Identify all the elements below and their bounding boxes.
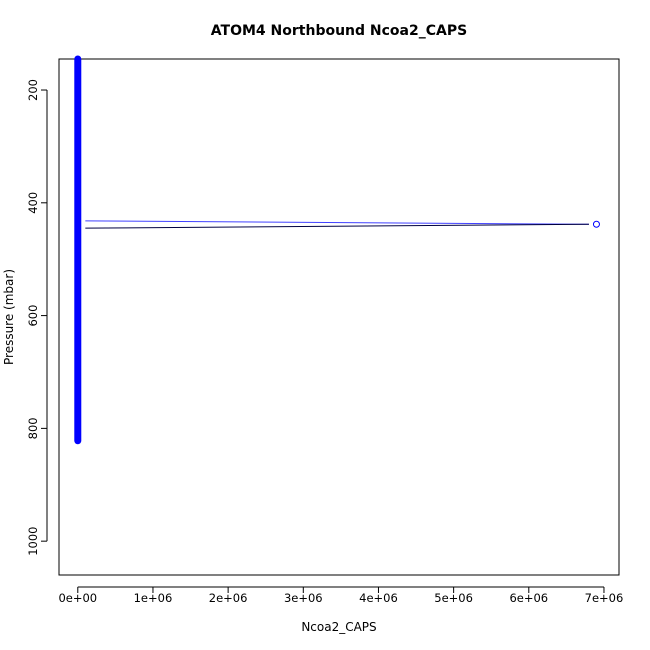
x-axis-label: Ncoa2_CAPS bbox=[301, 620, 376, 634]
y-axis: 200 400 600 800 1000 bbox=[26, 79, 48, 556]
x-tick-label: 3e+06 bbox=[284, 591, 323, 605]
x-tick-label: 6e+06 bbox=[509, 591, 548, 605]
x-tick-label: 0e+00 bbox=[58, 591, 97, 605]
x-tick-label: 7e+06 bbox=[585, 591, 624, 605]
y-tick-label: 400 bbox=[26, 192, 40, 214]
outlier-point bbox=[592, 220, 600, 228]
x-axis: 0e+00 1e+06 2e+06 3e+06 4e+06 5e+06 6e+06 7e+06 bbox=[58, 586, 624, 605]
x-tick-label: 5e+06 bbox=[434, 591, 473, 605]
chart-title: ATOM4 Northbound Ncoa2_CAPS bbox=[211, 23, 467, 39]
y-axis-label: Pressure (mbar) bbox=[2, 269, 16, 365]
x-tick-label: 1e+06 bbox=[134, 591, 173, 605]
outlier-line-1 bbox=[85, 220, 589, 225]
plot-frame bbox=[58, 58, 620, 576]
y-tick-label: 800 bbox=[26, 417, 40, 439]
y-tick-label: 600 bbox=[26, 305, 40, 327]
x-tick-label: 4e+06 bbox=[359, 591, 398, 605]
outlier-line-2 bbox=[85, 223, 589, 229]
y-tick-label: 1000 bbox=[26, 527, 40, 556]
y-tick-label: 200 bbox=[26, 79, 40, 101]
data-layer bbox=[74, 55, 600, 445]
x-tick-label: 2e+06 bbox=[209, 591, 248, 605]
